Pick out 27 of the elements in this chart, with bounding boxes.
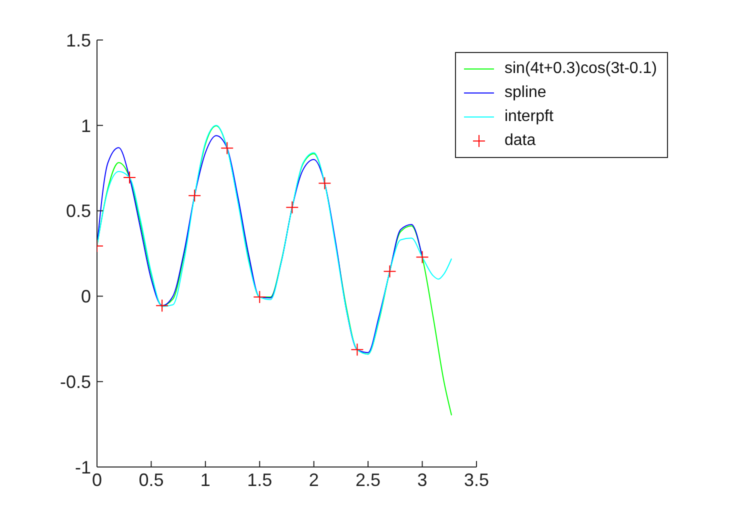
x-tick-label: 2 bbox=[308, 470, 319, 490]
point bbox=[318, 176, 332, 190]
point bbox=[156, 299, 169, 312]
y-tick-label: 1 bbox=[80, 116, 91, 136]
x-tick-label: 1.5 bbox=[247, 470, 272, 490]
x-tick-label: 0.5 bbox=[138, 470, 164, 490]
x-tick-label: 3 bbox=[417, 470, 428, 490]
point bbox=[188, 189, 202, 202]
point bbox=[123, 170, 136, 184]
x-tick-label: 1 bbox=[200, 470, 210, 490]
legend-label: spline bbox=[504, 83, 546, 103]
x-tick-label: 2.5 bbox=[356, 470, 381, 490]
legend-label: interpft bbox=[504, 107, 554, 127]
legend-label: data bbox=[504, 131, 536, 151]
y-tick-label: -1 bbox=[74, 457, 91, 478]
x-tick-label: 3.5 bbox=[464, 470, 489, 490]
y-tick-label: -0.5 bbox=[60, 372, 91, 392]
point bbox=[220, 142, 234, 155]
y-tick-label: 0 bbox=[80, 286, 91, 307]
point bbox=[253, 290, 266, 304]
point bbox=[416, 250, 429, 264]
point bbox=[286, 200, 299, 214]
y-tick-label: 1.5 bbox=[66, 30, 91, 50]
y-tick-label: 0.5 bbox=[66, 201, 91, 222]
point bbox=[350, 343, 364, 356]
point bbox=[383, 264, 396, 278]
legend-label: sin(4t+0.3)cos(3t-0.1) bbox=[504, 59, 657, 79]
